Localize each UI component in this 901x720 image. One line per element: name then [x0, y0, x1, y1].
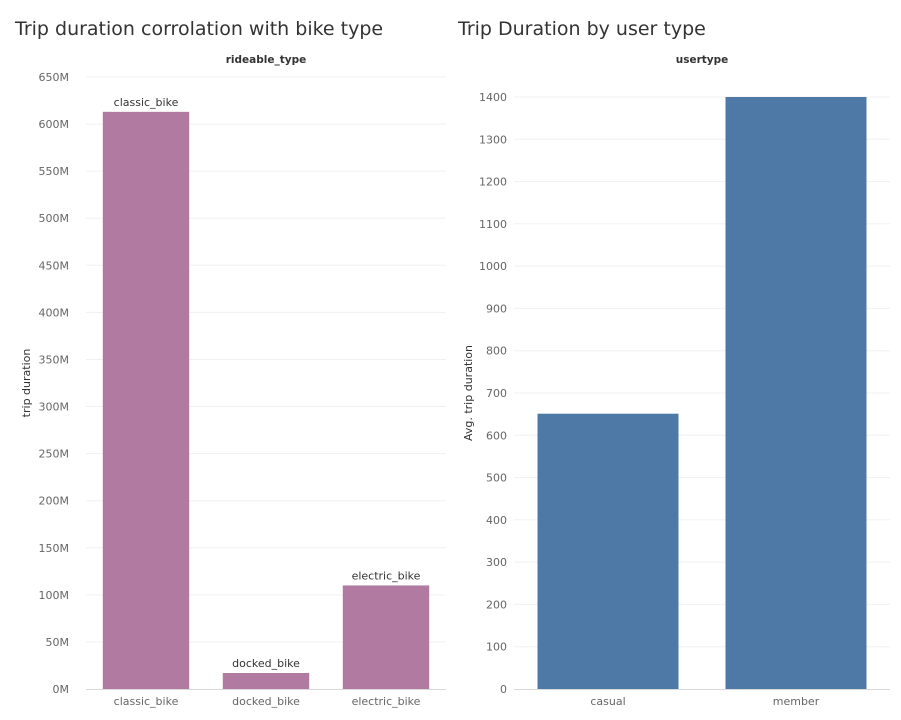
bar-casual: [537, 413, 679, 689]
y-tick-label: 600: [486, 429, 507, 442]
y-tick-label: 900: [486, 302, 507, 315]
x-tick-label: casual: [590, 695, 625, 708]
y-tick-label: 400M: [39, 306, 70, 319]
x-tick-label: docked_bike: [232, 695, 300, 708]
y-tick-label: 50M: [46, 636, 70, 649]
bar-member: [725, 97, 867, 689]
y-tick-label: 500M: [39, 212, 70, 225]
y-tick-label: 500: [486, 472, 507, 485]
facet-header: usertype: [676, 54, 729, 66]
y-tick-label: 200M: [39, 495, 70, 508]
bar-data-label: classic_bike: [114, 96, 179, 109]
bike-type-chart-title: Trip duration corrolation with bike type: [15, 18, 384, 40]
y-tick-label: 300: [486, 556, 507, 569]
bar-data-label: electric_bike: [352, 569, 421, 582]
bike-type-chart: rideable_type 0M 50M 100M 150M 200M 250M 300M 35…: [20, 54, 446, 708]
y-tick-label: 100M: [39, 589, 70, 602]
bar-classic-bike: [102, 111, 190, 690]
y-tick-label: 650M: [39, 71, 70, 84]
y-tick-label: 1200: [479, 176, 507, 189]
y-tick-label: 600M: [39, 118, 70, 131]
y-tick-label: 550M: [39, 165, 70, 178]
y-tick-label: 1400: [479, 91, 507, 104]
x-tick-label: member: [773, 695, 820, 708]
y-tick-label: 100: [486, 641, 507, 654]
y-tick-label: 300M: [39, 401, 70, 414]
y-tick-label: 800: [486, 345, 507, 358]
bar-data-label: docked_bike: [232, 657, 300, 670]
bike-type-chart-panel: Trip duration corrolation with bike type…: [0, 0, 450, 720]
y-tick-label: 150M: [39, 542, 70, 555]
y-tick-label: 1000: [479, 260, 507, 273]
y-axis-title: trip duration: [20, 349, 33, 418]
user-type-chart-panel: Trip Duration by user type usertype 0 100 2…: [450, 0, 901, 720]
x-tick-label: classic_bike: [114, 695, 179, 708]
y-tick-label: 350M: [39, 353, 70, 366]
y-tick-label: 450M: [39, 259, 70, 272]
y-tick-label: 0: [500, 683, 507, 696]
x-tick-label: electric_bike: [352, 695, 421, 708]
bar-electric-bike: [342, 585, 430, 689]
y-tick-label: 200: [486, 598, 507, 611]
y-axis-title: Avg. trip duration: [462, 345, 475, 441]
facet-header: rideable_type: [226, 54, 307, 66]
y-tick-label: 1300: [479, 133, 507, 146]
user-type-chart-title: Trip Duration by user type: [458, 18, 706, 40]
user-type-chart: usertype 0 100 200 300 400 500 600 700 800 900 1000…: [462, 54, 890, 708]
y-tick-label: 400: [486, 514, 507, 527]
y-tick-label: 250M: [39, 448, 70, 461]
y-tick-label: 1100: [479, 218, 507, 231]
y-tick-label: 0M: [53, 683, 70, 696]
bar-docked-bike: [222, 672, 310, 689]
y-tick-label: 700: [486, 387, 507, 400]
